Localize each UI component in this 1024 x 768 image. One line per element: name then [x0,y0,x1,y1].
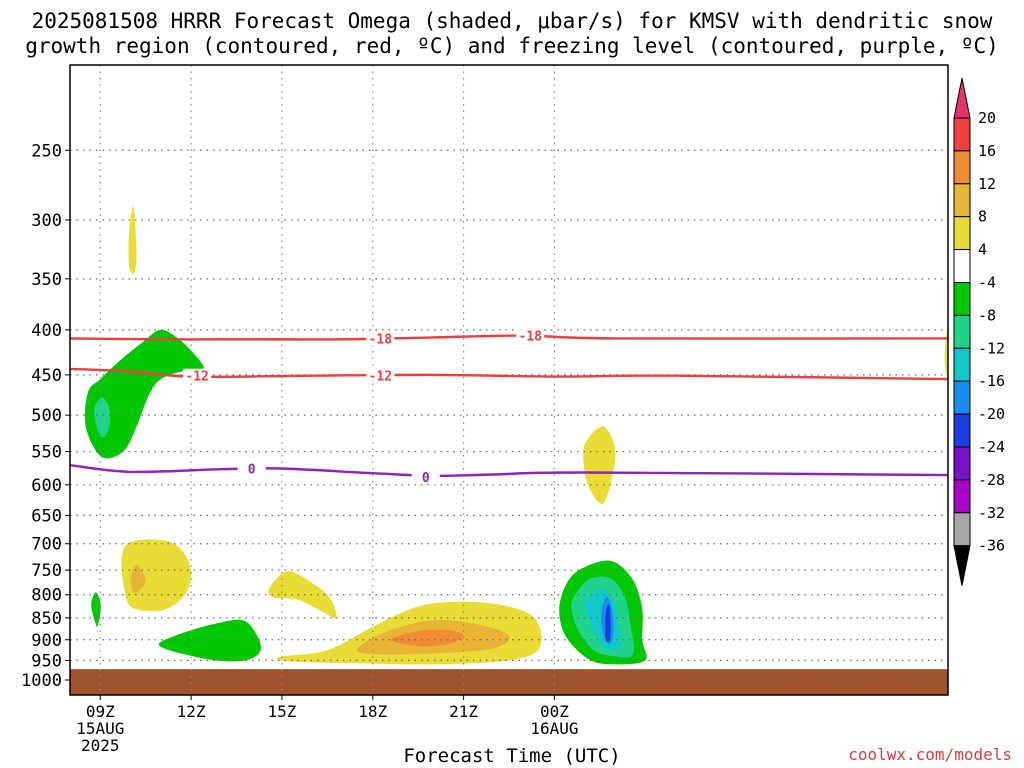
x-axis-label: Forecast Time (UTC) [403,745,621,767]
colorbar-segment [953,512,971,547]
y-tick-label: 950 [31,651,62,671]
colorbar-segment [953,347,971,382]
contour-label: 0 [422,471,430,486]
omega-region-10 [390,629,464,647]
contour-label: -18 [518,330,542,345]
grid-layer [70,65,948,695]
omega-region-11 [583,426,616,504]
colorbar-segment [953,380,971,415]
colorbar-label: -12 [978,339,1005,357]
site-credit[interactable]: coolwx.com/models [848,745,1012,764]
colorbar-segment [953,150,971,185]
colorbar-label: 20 [978,109,996,127]
x-tick-label: 09Z [86,702,115,721]
chart-title-line-2: growth region (contoured, red, ºC) and f… [25,34,999,58]
contour-layer: -18 -18 -12 -12 0 0 [70,328,948,486]
terrain-ground [70,669,948,695]
y-tick-label: 350 [31,270,62,290]
omega-region-4 [121,539,192,612]
omega-region-1 [94,397,111,438]
colorbar-segment [953,216,971,251]
contour-label-bg [366,368,395,383]
omega-region-0 [84,329,204,459]
contour-label: 0 [248,463,256,478]
contour-line-minus12 [70,367,948,381]
chart-title-line-1: 2025081508 HRRR Forecast Omega (shaded, … [31,9,993,33]
contour-label-bg [183,368,212,383]
colorbar-segment [953,282,971,316]
colorbar-top-arrow [953,77,971,119]
y-tick-label: 800 [31,586,62,606]
omega-region-6 [268,571,337,619]
colorbar-label: -28 [978,471,1005,489]
omega-region-2 [128,206,137,274]
contour-label-bg [411,470,440,485]
colorbar-label: -36 [978,537,1005,555]
colorbar-label: -20 [978,405,1005,423]
colorbar-segment [953,183,971,218]
x-tick-label: 12Z [177,702,206,721]
y-tick-label: 1000 [21,671,62,691]
colorbar-label: -32 [978,504,1005,522]
colorbar-segment [953,479,971,514]
x-tick-label: 16AUG [530,719,578,738]
omega-shading-layer [70,206,948,695]
colorbar-segment [953,117,971,152]
contour-label: -12 [185,370,208,385]
y-tick-label: 500 [31,406,62,426]
plot-frame [69,64,949,696]
contour-label-bg [237,461,266,476]
x-tick-label: 15AUG [76,719,124,738]
omega-region-3 [91,592,101,627]
colorbar-bottom-arrow [953,545,971,586]
colorbar-segment [953,249,971,284]
colorbar-label: 4 [978,241,987,259]
x-tick-label: 00Z [540,702,569,721]
colorbar-label: -16 [978,372,1005,390]
x-tick-label: 18Z [358,702,387,721]
contour-line-minus18 [70,334,948,341]
contour-line-0 [70,464,948,478]
contour-label-bg [366,331,395,346]
colorbar-label: -8 [978,306,996,324]
omega-region-5 [130,564,146,594]
y-tick-label: 750 [31,561,62,581]
colorbar-segment [953,446,971,481]
y-tick-label: 400 [31,321,62,341]
x-tick-label: 15Z [267,702,296,721]
contour-label-bg [516,328,545,343]
colorbar-label: -24 [978,438,1005,456]
colorbar-label: -4 [978,274,996,292]
colorbar-label: 16 [978,142,996,160]
colorbar-label: 12 [978,175,996,193]
y-tick-label: 250 [31,141,62,161]
y-tick-label: 900 [31,631,62,651]
y-tick-label: 650 [31,506,62,526]
y-tick-label: 600 [31,476,62,496]
color-scale-bar: 20 16 12 8 4 -4 -8 -12 -16 -20 -24 -28 -32 -36 [953,77,1005,586]
colorbar-label: 8 [978,208,987,226]
omega-region-17 [605,604,611,642]
x-tick-label: 21Z [449,702,478,721]
y-axis-ticks: 2503003504004505005506006507007508008509… [21,141,70,691]
x-tick-label: 2025 [81,736,120,755]
y-tick-label: 700 [31,535,62,555]
contour-label: -18 [369,332,393,347]
contour-label: -12 [369,370,392,385]
colorbar-segment [953,314,971,349]
y-tick-label: 300 [31,211,62,231]
y-tick-label: 450 [31,366,62,386]
y-tick-label: 550 [31,443,62,463]
omega-region-7 [158,619,262,662]
colorbar-segment [953,413,971,448]
y-tick-label: 850 [31,609,62,629]
